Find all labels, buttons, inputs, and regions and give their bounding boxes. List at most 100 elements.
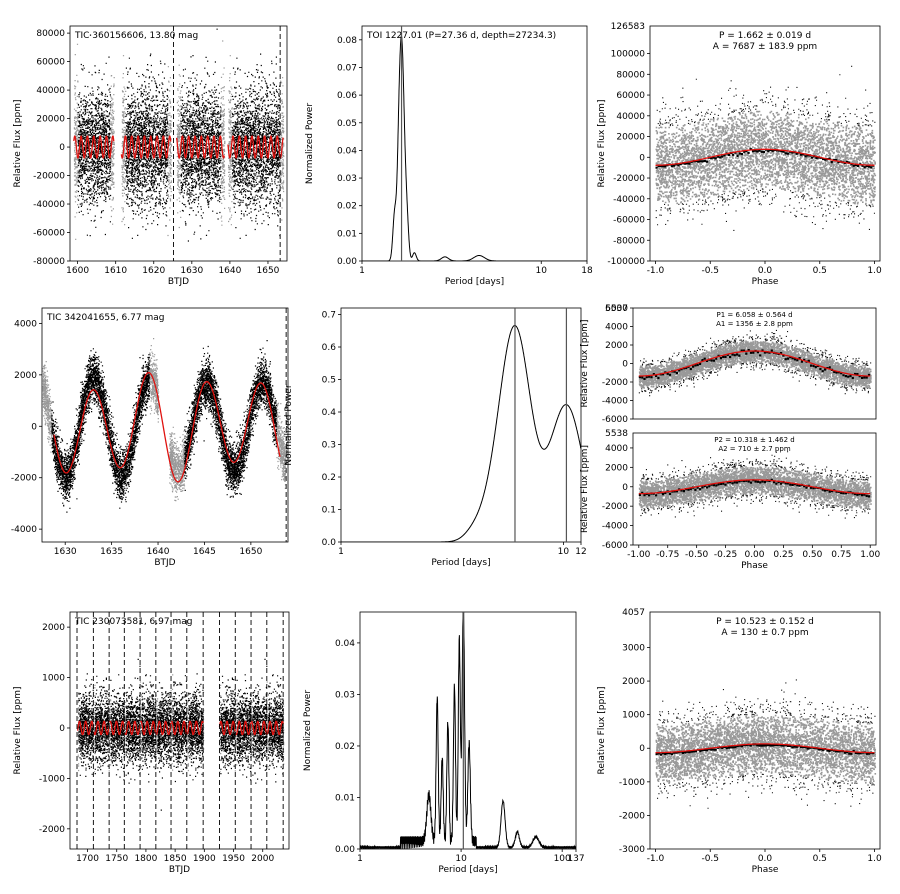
- data-layer: [362, 35, 587, 261]
- amplitude-annotation: A = 7687 ± 183.9 ppm: [713, 42, 817, 52]
- y-axis-label: Normalized Power: [303, 690, 313, 771]
- y-axis-label: Normalized Power: [305, 103, 315, 184]
- panel-r2_pg: 0.0 0.1 0.2 0.3 0.4 0.5 0.6 0.7 1 10 12 Period [day…: [284, 307, 587, 568]
- y-tick-label: 0.01: [337, 229, 357, 239]
- x-tick-label: 1640: [147, 547, 170, 557]
- black-points: [77, 28, 281, 242]
- y-tick-label: -2000: [39, 825, 65, 835]
- y-max-label: 5538: [605, 429, 628, 439]
- model-curve: [76, 720, 284, 736]
- y-tick-label: 0.00: [337, 257, 357, 267]
- x-tick-label: 0.50: [802, 550, 822, 560]
- x-tick-label: 1: [357, 854, 363, 864]
- x-tick-label: 0.0: [758, 266, 773, 276]
- x-tick-label: 10: [558, 547, 570, 557]
- panel-r1_ph: -100000 -80000 -60000 -40000 -20000 0 20000 400…: [597, 22, 882, 287]
- data-layer: [341, 325, 581, 542]
- x-tick-label: 1700: [76, 854, 99, 864]
- panel-label: TOI 1227.01 (P=27.36 d, depth=27234.3): [366, 31, 556, 41]
- y-tick-label: 0: [59, 724, 65, 734]
- panel-r1_pg: 0.00 0.01 0.02 0.03 0.04 0.05 0.06 0.07 0.08 1 10 1…: [305, 25, 593, 287]
- y-tick-label: 1000: [622, 711, 645, 721]
- x-tick-label: 2000: [251, 854, 274, 864]
- x-tick-label: 12: [575, 547, 586, 557]
- y-tick-label: -4000: [11, 525, 37, 535]
- period-annotation: P = 1.662 ± 0.019 d: [719, 31, 811, 41]
- y-tick-label: 60000: [616, 91, 645, 101]
- data-layer: [73, 28, 285, 242]
- x-tick-label: 1635: [100, 547, 123, 557]
- x-tick-label: 0.5: [813, 266, 827, 276]
- y-tick-label: -40000: [613, 195, 645, 205]
- data-layer: [360, 612, 576, 849]
- x-tick-label: 1620: [142, 266, 165, 276]
- panel-r1_lc: -80000 -60000 -40000 -20000 0 20000 40000 60000…: [13, 25, 288, 287]
- y-tick-label: 20000: [36, 115, 65, 125]
- axes-frame: [41, 307, 289, 543]
- y-tick-label: 0.03: [337, 174, 357, 184]
- y-tick-label: -2000: [619, 811, 645, 821]
- x-tick-label: 1.0: [867, 854, 882, 864]
- panel-label: TIC 230073581, 6.97 mag: [74, 617, 192, 627]
- x-tick-label: 1640: [218, 266, 241, 276]
- y-tick-label: 0: [639, 153, 645, 163]
- x-axis-label: BTJD: [169, 865, 190, 875]
- x-tick-label: 10: [536, 266, 548, 276]
- x-tick-label: 1650: [257, 266, 280, 276]
- y-axis-label: Relative Flux [ppm]: [580, 445, 590, 533]
- y-tick-label: -100000: [607, 257, 645, 267]
- data-layer: [638, 329, 872, 397]
- x-axis-label: Period [days]: [431, 558, 490, 568]
- x-tick-label: -0.5: [701, 266, 719, 276]
- y-tick-label: -1000: [619, 778, 645, 788]
- x-tick-label: 1630: [180, 266, 203, 276]
- phase-points: [638, 466, 872, 510]
- x-tick-label: 1630: [54, 547, 77, 557]
- y-tick-label: -40000: [33, 200, 65, 210]
- data-layer: [655, 679, 877, 809]
- x-tick-label: 1645: [193, 547, 216, 557]
- period-annotation: P = 10.523 ± 0.152 d: [716, 617, 814, 627]
- y-tick-label: -20000: [613, 174, 645, 184]
- y-max-label: 126583: [611, 22, 645, 32]
- y-tick-label: -80000: [33, 257, 65, 267]
- phase-points: [655, 714, 877, 784]
- y-tick-label: -1000: [39, 774, 65, 784]
- y-tick-label: 0.06: [337, 91, 357, 101]
- model-curve: [638, 350, 871, 377]
- y-tick-label: 0.7: [322, 311, 336, 321]
- x-tick-label: -0.50: [685, 550, 709, 560]
- model-curve: [655, 148, 875, 166]
- panel-r2_lc: -4000 -2000 0 2000 4000 1630 1635 1640 1645 1650 B…: [11, 307, 289, 568]
- panel-r2_ph2: -6000 -4000 -2000 0 2000 4000 -1.00 -0.75 -0.50-…: [580, 429, 881, 571]
- y-tick-label: 0.04: [337, 146, 357, 156]
- amplitude-annotation: A1 = 1356 ± 2.8 ppm: [716, 320, 793, 328]
- y-tick-label: 4000: [14, 319, 37, 329]
- x-axis-label: BTJD: [168, 277, 189, 287]
- amplitude-annotation: A2 = 710 ± 2.7 ppm: [718, 445, 790, 453]
- y-tick-label: 2000: [605, 341, 628, 351]
- x-tick-label: -1.0: [647, 854, 665, 864]
- y-tick-label: -3000: [619, 845, 645, 855]
- x-axis-label: Phase: [741, 561, 768, 571]
- y-tick-label: 0.05: [337, 119, 357, 129]
- x-tick-label: 1.00: [860, 550, 880, 560]
- phase-points: [638, 340, 872, 389]
- x-tick-label: 1950: [222, 854, 245, 864]
- x-tick-label: 1610: [104, 266, 127, 276]
- model-curve: [655, 743, 875, 754]
- y-max-label: 4057: [622, 608, 645, 618]
- y-axis-label: Relative Flux [ppm]: [13, 100, 23, 188]
- period-annotation: P2 = 10.318 ± 1.462 d: [714, 436, 795, 444]
- y-tick-label: 0.4: [322, 408, 337, 418]
- phase-points: [655, 110, 877, 206]
- x-axis-label: Period [days]: [438, 865, 497, 875]
- y-tick-label: 4000: [605, 323, 628, 333]
- y-tick-label: 0.04: [335, 639, 355, 649]
- y-tick-label: 0.0: [322, 538, 337, 548]
- y-tick-label: -6000: [602, 415, 628, 425]
- x-tick-label: 18: [581, 266, 593, 276]
- y-axis-label: Relative Flux [ppm]: [597, 687, 607, 775]
- power-curve: [341, 325, 581, 542]
